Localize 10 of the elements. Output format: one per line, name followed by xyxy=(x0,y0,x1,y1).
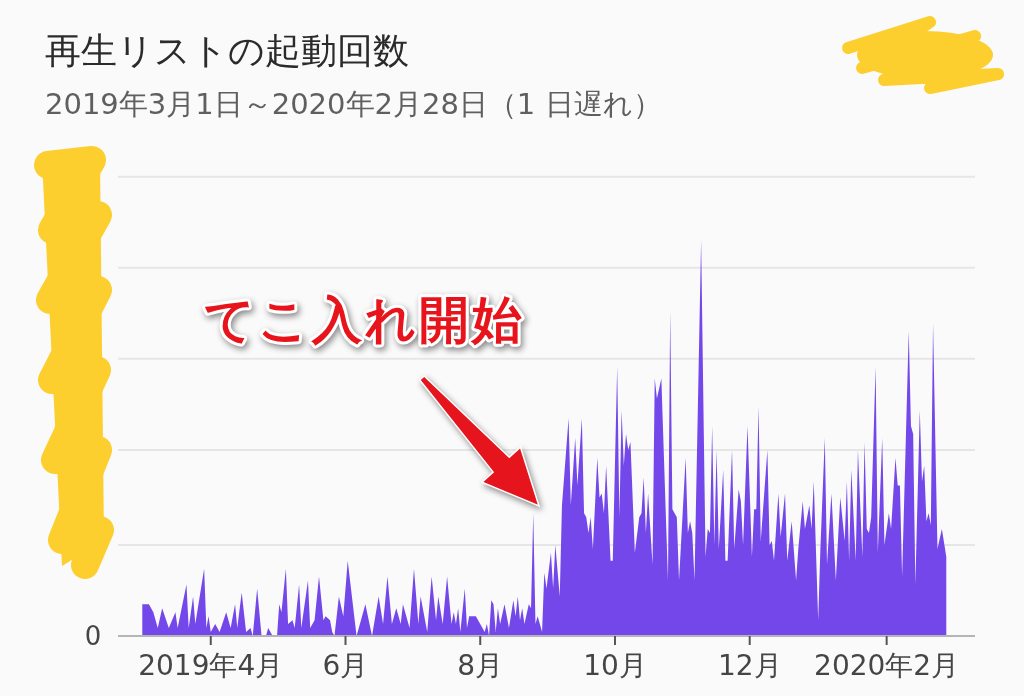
x-tick-label: 2020年2月 xyxy=(814,649,960,682)
annotation: てこ入れ開始 xyxy=(203,291,525,349)
chart-title: 再生リストの起動回数 xyxy=(45,30,409,71)
chart-subtitle: 2019年3月1日～2020年2月28日（1 日遅れ） xyxy=(45,87,662,121)
x-tick-label: 8月 xyxy=(457,649,504,682)
x-tick-label: 2019年4月 xyxy=(138,649,284,682)
x-tick-label: 12月 xyxy=(717,649,782,682)
x-tick-label: 6月 xyxy=(322,649,369,682)
x-tick-label: 10月 xyxy=(583,649,647,682)
text: 0 xyxy=(84,621,102,651)
